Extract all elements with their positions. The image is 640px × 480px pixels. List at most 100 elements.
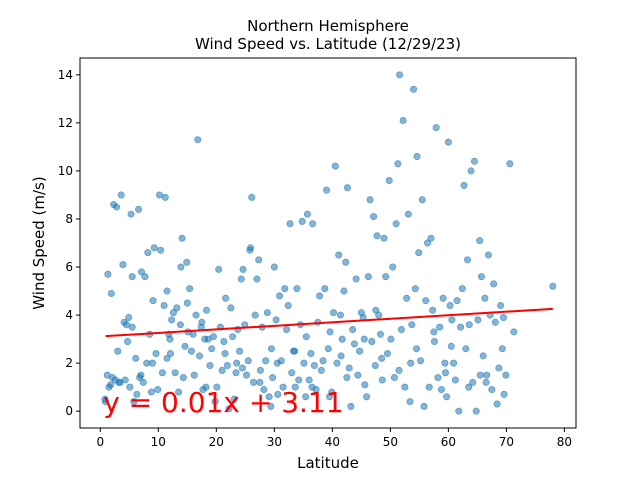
data-point [469, 378, 477, 386]
data-point [458, 285, 466, 293]
data-point [335, 251, 343, 259]
data-point [448, 316, 456, 324]
data-point [455, 407, 463, 415]
data-point [444, 138, 452, 146]
data-point [343, 184, 351, 192]
data-point [319, 357, 327, 365]
data-point [330, 309, 338, 317]
data-point [481, 294, 489, 302]
data-point [387, 335, 395, 343]
data-point [132, 354, 140, 362]
data-point [229, 333, 237, 341]
data-point [183, 299, 191, 307]
data-point [249, 378, 257, 386]
y-axis-label: Wind Speed (m/s) [30, 176, 48, 309]
data-point [439, 294, 447, 302]
data-point [183, 258, 191, 266]
data-point [488, 386, 496, 394]
data-point [117, 191, 125, 199]
data-point [260, 386, 268, 394]
data-point [465, 383, 473, 391]
data-point [283, 325, 291, 333]
data-point [303, 210, 311, 218]
data-point [323, 186, 331, 194]
data-point [239, 265, 247, 273]
data-point [340, 287, 348, 295]
data-point [209, 333, 217, 341]
data-point [167, 350, 175, 358]
y-tick-label: 10 [58, 164, 73, 178]
y-axis-ticks: 0 2 4 6 8 10 12 14 [58, 68, 80, 418]
data-point [460, 181, 468, 189]
y-tick-label: 14 [58, 68, 73, 82]
data-point [253, 275, 261, 283]
data-point [133, 390, 141, 398]
data-point [244, 357, 252, 365]
data-point [291, 347, 299, 355]
data-point [149, 297, 157, 305]
data-point [128, 323, 136, 331]
data-point [372, 306, 380, 314]
x-tick-label: 70 [499, 435, 514, 449]
y-tick-label: 2 [65, 356, 73, 370]
data-point [430, 328, 438, 336]
data-point [378, 376, 386, 384]
data-point [493, 400, 501, 408]
data-point [446, 301, 454, 309]
data-point [267, 345, 275, 353]
data-point [128, 273, 136, 281]
data-point [293, 285, 301, 293]
data-point [262, 357, 270, 365]
data-point [404, 210, 412, 218]
data-point [269, 374, 277, 382]
data-point [173, 304, 181, 312]
data-point [137, 268, 145, 276]
data-point [236, 347, 244, 355]
x-axis-label: Latitude [297, 454, 359, 472]
regression-equation: y = 0.01x + 3.11 [103, 386, 343, 419]
data-point [107, 381, 115, 389]
data-point [350, 340, 358, 348]
data-point [198, 318, 206, 326]
data-point [101, 395, 109, 403]
data-point [267, 402, 275, 410]
data-point [434, 374, 442, 382]
data-point [143, 359, 151, 367]
data-point [407, 359, 415, 367]
data-point [394, 160, 402, 168]
data-point [126, 383, 134, 391]
data-point [418, 196, 426, 204]
data-point [371, 362, 379, 370]
data-point [403, 294, 411, 302]
data-point [186, 285, 194, 293]
data-point [484, 251, 492, 259]
data-point [194, 136, 202, 144]
data-point [114, 347, 122, 355]
data-point [352, 275, 360, 283]
data-point [342, 258, 350, 266]
data-point [427, 234, 435, 242]
data-point [476, 237, 484, 245]
data-point [392, 220, 400, 228]
x-tick-label: 20 [209, 435, 224, 449]
data-point [423, 239, 431, 247]
data-point [441, 359, 449, 367]
data-point [366, 196, 374, 204]
data-point [281, 285, 289, 293]
data-point [150, 244, 158, 252]
data-point [500, 390, 508, 398]
data-point [122, 321, 130, 329]
data-point [490, 280, 498, 288]
data-point [298, 217, 306, 225]
data-point [251, 311, 259, 319]
data-point [472, 407, 480, 415]
data-point [141, 273, 149, 281]
y-tick-label: 4 [65, 308, 73, 322]
data-point [192, 311, 200, 319]
data-point [497, 301, 505, 309]
data-point [417, 357, 425, 365]
data-point [422, 297, 430, 305]
data-point [157, 246, 165, 254]
data-point [347, 402, 355, 410]
